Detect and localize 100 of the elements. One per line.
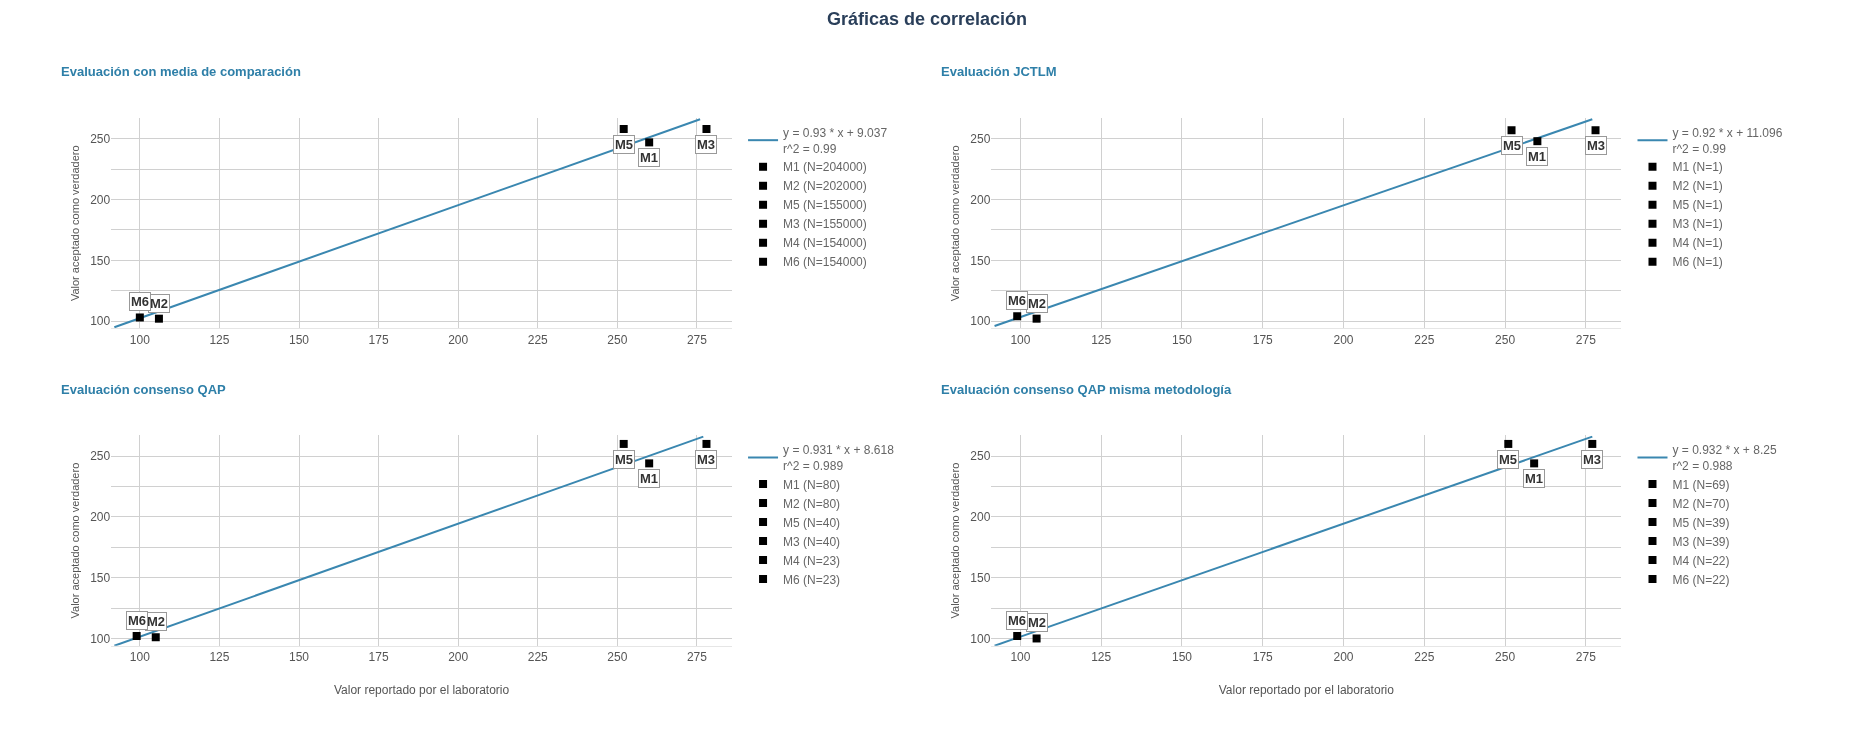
annotation: M6 bbox=[1008, 613, 1027, 628]
point bbox=[1013, 312, 1022, 321]
y-axis-title: Valor aceptado como verdadero bbox=[948, 462, 961, 619]
x-tick-label: 125 bbox=[209, 650, 230, 665]
legend-label: M2 (N=70) bbox=[1672, 496, 1730, 511]
annotation: M3 bbox=[697, 452, 716, 467]
legend-label: M2 (N=202000) bbox=[783, 179, 867, 194]
legend-label: M6 (N=22) bbox=[1672, 572, 1730, 587]
point bbox=[619, 125, 628, 134]
y-tick-label: 200 bbox=[970, 510, 991, 525]
legend-label: M3 (N=155000) bbox=[783, 217, 867, 232]
legend-label: M4 (N=22) bbox=[1672, 553, 1730, 568]
x-tick-label: 100 bbox=[1010, 650, 1031, 665]
point bbox=[702, 125, 711, 134]
point bbox=[1032, 314, 1041, 323]
legend-label: M4 (N=1) bbox=[1672, 236, 1723, 251]
x-tick-label: 275 bbox=[1575, 650, 1597, 665]
x-tick-label: 275 bbox=[1575, 332, 1597, 347]
x-tick-label: 175 bbox=[368, 332, 389, 347]
y-axis-title: Valor aceptado como verdadero bbox=[68, 462, 81, 619]
legend-label: M3 (N=40) bbox=[783, 534, 841, 549]
annotation: M6 bbox=[128, 613, 147, 628]
annotation: M3 bbox=[697, 137, 716, 152]
x-tick-label: 175 bbox=[368, 650, 389, 665]
annotation: M2 bbox=[150, 296, 169, 311]
x-tick-label: 275 bbox=[686, 650, 708, 665]
chart-title: Evaluación con media de comparación bbox=[61, 64, 301, 79]
point bbox=[645, 459, 654, 468]
legend-label: M5 (N=1) bbox=[1672, 198, 1723, 213]
x-axis-title: Valor reportado por el laboratorio bbox=[333, 683, 510, 698]
annotation: M1 bbox=[1525, 471, 1544, 486]
legend-label: M2 (N=1) bbox=[1672, 179, 1723, 194]
x-tick-label: 200 bbox=[448, 332, 469, 347]
x-tick-label: 100 bbox=[129, 650, 151, 665]
y-tick-label: 200 bbox=[90, 510, 111, 525]
y-tick-label: 250 bbox=[970, 131, 991, 146]
y-tick-label: 250 bbox=[90, 449, 111, 464]
legend-label: y = 0.92 * x + 11.096 r^2 = 0.99 bbox=[1672, 126, 1783, 156]
chart-title: Evaluación consenso QAP misma metodología bbox=[941, 382, 1232, 397]
point bbox=[135, 313, 144, 322]
legend-label: M5 (N=39) bbox=[1672, 515, 1730, 530]
y-tick-label: 200 bbox=[90, 192, 111, 207]
annotation: M1 bbox=[1528, 149, 1547, 164]
legend-label: y = 0.93 * x + 9.037 r^2 = 0.99 bbox=[783, 126, 888, 156]
legend-label: M2 (N=80) bbox=[783, 496, 841, 511]
y-tick-label: 250 bbox=[90, 131, 111, 146]
annotation: M2 bbox=[1028, 615, 1047, 630]
y-tick-label: 150 bbox=[970, 570, 991, 585]
legend-label: M6 (N=154000) bbox=[783, 255, 867, 270]
annotation: M6 bbox=[131, 294, 150, 309]
point bbox=[151, 633, 160, 642]
y-tick-label: 150 bbox=[90, 253, 111, 268]
annotation: M2 bbox=[1028, 296, 1047, 311]
y-tick-label: 150 bbox=[970, 253, 991, 268]
x-tick-label: 150 bbox=[288, 650, 310, 665]
annotation: M1 bbox=[640, 150, 659, 165]
x-tick-label: 200 bbox=[1333, 650, 1354, 665]
annotation: M3 bbox=[1583, 452, 1602, 467]
point bbox=[1588, 439, 1597, 448]
x-tick-label: 175 bbox=[1252, 650, 1274, 665]
legend-label: M5 (N=40) bbox=[783, 515, 841, 530]
annotation: M5 bbox=[615, 137, 634, 152]
legend-label: M5 (N=155000) bbox=[783, 198, 867, 213]
annotation: M6 bbox=[1008, 293, 1027, 308]
x-tick-label: 125 bbox=[1091, 650, 1112, 665]
x-tick-label: 200 bbox=[1333, 332, 1354, 347]
annotation: M1 bbox=[640, 471, 659, 486]
point bbox=[1013, 632, 1022, 641]
x-tick-label: 150 bbox=[1171, 332, 1193, 347]
point bbox=[1530, 459, 1539, 468]
legend-label: y = 0.932 * x + 8.25 r^2 = 0.988 bbox=[1672, 443, 1777, 473]
legend-label: M4 (N=154000) bbox=[783, 236, 867, 251]
x-axis-title: Valor reportado por el laboratorio bbox=[1218, 683, 1395, 698]
x-tick-label: 250 bbox=[607, 650, 628, 665]
x-tick-label: 125 bbox=[1091, 332, 1112, 347]
y-tick-label: 100 bbox=[90, 314, 111, 329]
x-tick-label: 125 bbox=[209, 332, 230, 347]
x-tick-label: 150 bbox=[1171, 650, 1193, 665]
point bbox=[154, 314, 163, 323]
text: Gráficas de correlación bbox=[827, 9, 1028, 29]
point bbox=[1504, 439, 1513, 448]
point bbox=[1507, 126, 1516, 135]
point bbox=[1533, 137, 1542, 146]
x-tick-label: 100 bbox=[129, 332, 151, 347]
x-tick-label: 275 bbox=[686, 332, 708, 347]
x-tick-label: 225 bbox=[527, 332, 549, 347]
legend-label: M1 (N=1) bbox=[1672, 160, 1723, 175]
y-tick-label: 100 bbox=[970, 631, 991, 646]
y-tick-label: 100 bbox=[90, 631, 111, 646]
legend-label: M1 (N=80) bbox=[783, 477, 841, 492]
annotation: M5 bbox=[1499, 452, 1518, 467]
x-tick-label: 150 bbox=[288, 332, 310, 347]
x-tick-label: 200 bbox=[448, 650, 469, 665]
x-tick-label: 225 bbox=[527, 650, 549, 665]
legend-label: M3 (N=39) bbox=[1672, 534, 1730, 549]
annotation: M5 bbox=[615, 452, 634, 467]
y-tick-label: 200 bbox=[970, 192, 991, 207]
legend-label: M4 (N=23) bbox=[783, 553, 841, 568]
point bbox=[132, 632, 141, 641]
legend-label: M1 (N=69) bbox=[1672, 477, 1730, 492]
